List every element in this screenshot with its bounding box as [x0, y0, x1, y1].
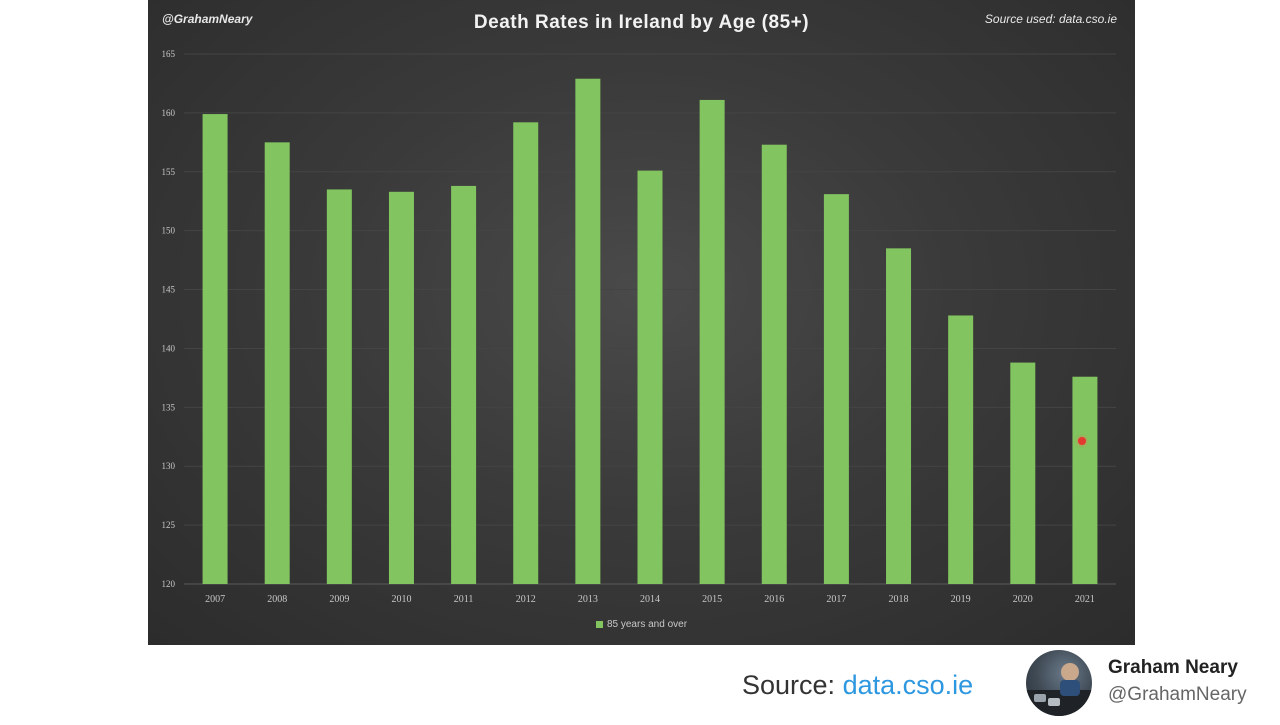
y-tick-label: 160	[162, 108, 176, 118]
chart-title: Death Rates in Ireland by Age (85+)	[473, 12, 810, 33]
bar-2021	[1072, 376, 1098, 584]
author-handle: @GrahamNeary	[1108, 684, 1247, 705]
avatar[interactable]	[1026, 650, 1092, 716]
bar-2008	[264, 142, 290, 585]
footer-source: Source: data.cso.ie	[742, 670, 973, 701]
footer-source-prefix: Source:	[742, 670, 843, 700]
x-tick-label: 2007	[205, 594, 225, 605]
footer-source-link[interactable]: data.cso.ie	[842, 670, 974, 700]
bar-chart: 120 125 130 135 140 145 150 155 160 165 2007 2008 20…	[162, 49, 1116, 605]
x-tick-label: 2018	[889, 594, 909, 605]
bar-2010	[388, 191, 414, 585]
avatar-image-icon	[1026, 663, 1092, 716]
x-tick-label: 2017	[826, 594, 846, 605]
x-tick-label: 2015	[702, 594, 722, 605]
bar-2019	[948, 315, 974, 584]
y-tick-label: 125	[162, 520, 176, 530]
x-tick-label: 2016	[764, 594, 784, 605]
bar-2007	[202, 114, 228, 585]
bar-2015	[699, 99, 725, 584]
x-tick-label: 2009	[329, 594, 349, 605]
pointer-dot-icon	[1078, 437, 1086, 445]
x-tick-label: 2021	[1075, 594, 1095, 605]
x-tick-label: 2019	[951, 594, 971, 605]
x-tick-label: 2010	[391, 594, 411, 605]
bar-2012	[513, 122, 539, 585]
legend-swatch	[595, 620, 603, 628]
y-tick-label: 145	[162, 285, 176, 295]
y-tick-label: 150	[162, 226, 176, 236]
bar-2018	[886, 248, 912, 585]
y-tick-label: 155	[162, 167, 176, 177]
bar-2013	[575, 78, 601, 584]
bar-2011	[451, 185, 477, 584]
x-tick-label: 2011	[454, 594, 474, 605]
y-tick-label: 135	[162, 402, 176, 412]
chart-panel: @GrahamNeary Death Rates in Ireland by A…	[148, 0, 1135, 645]
y-tick-label: 165	[162, 49, 176, 59]
y-tick-label: 140	[162, 343, 176, 353]
bar-2017	[823, 194, 849, 584]
x-tick-label: 2020	[1013, 594, 1033, 605]
legend: 85 years and over	[148, 619, 1135, 630]
y-tick-label: 120	[162, 579, 176, 589]
source-label: Source used: data.cso.ie	[984, 12, 1117, 26]
author-handle-label: @GrahamNeary	[162, 12, 253, 26]
x-tick-label: 2008	[267, 594, 287, 605]
bar-2020	[1010, 362, 1036, 584]
y-tick-label: 130	[162, 461, 176, 471]
x-tick-label: 2012	[516, 594, 536, 605]
bar-2009	[326, 189, 352, 584]
bar-2016	[761, 144, 787, 584]
legend-label: 85 years and over	[606, 619, 688, 630]
x-tick-label: 2014	[640, 594, 660, 605]
author-name: Graham Neary	[1108, 657, 1238, 678]
x-tick-label: 2013	[578, 594, 598, 605]
bar-2014	[637, 170, 663, 584]
